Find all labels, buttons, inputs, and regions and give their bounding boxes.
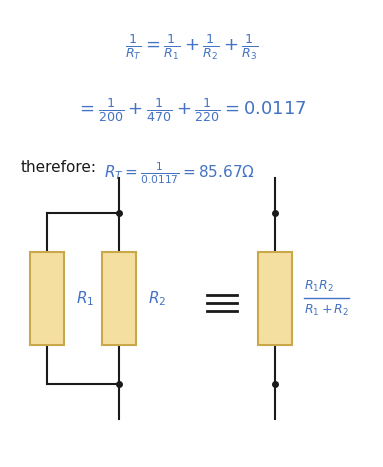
Text: $\frac{1}{R_T} = \frac{1}{R_1} + \frac{1}{R_2} + \frac{1}{R_3}$: $\frac{1}{R_T} = \frac{1}{R_1} + \frac{1… <box>124 32 259 62</box>
Bar <box>102 252 136 345</box>
Text: $= \frac{1}{200} + \frac{1}{470} + \frac{1}{220} = 0.0117$: $= \frac{1}{200} + \frac{1}{470} + \frac… <box>76 97 307 124</box>
Text: $R_2$: $R_2$ <box>148 289 166 308</box>
Text: $R_T = \frac{1}{0.0117} = 85.67\Omega$: $R_T = \frac{1}{0.0117} = 85.67\Omega$ <box>104 160 255 186</box>
Text: $R_1+R_2$: $R_1+R_2$ <box>304 303 349 318</box>
Bar <box>258 252 292 345</box>
Text: $R_1R_2$: $R_1R_2$ <box>304 279 334 294</box>
Text: $R_1$: $R_1$ <box>75 289 94 308</box>
Bar <box>30 252 64 345</box>
Text: therefore:: therefore: <box>20 160 97 175</box>
